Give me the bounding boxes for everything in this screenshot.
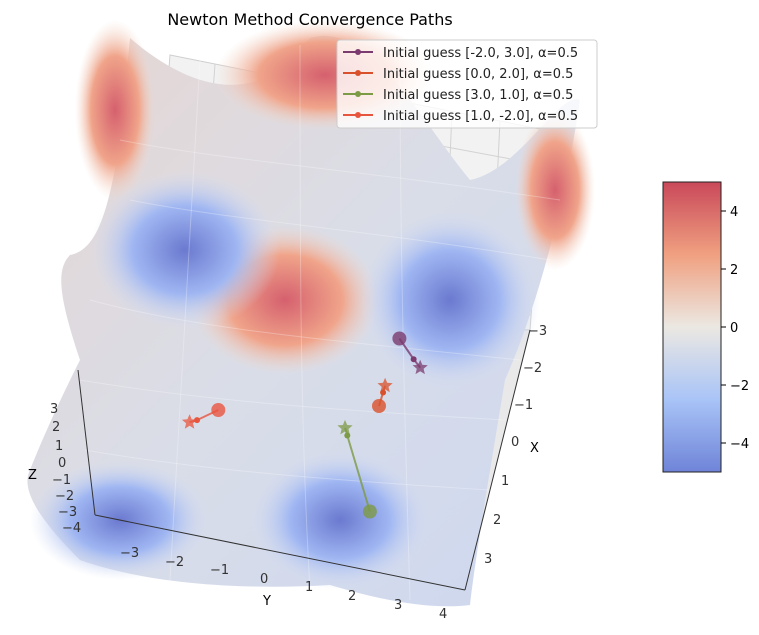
colorbar-bar: [662, 181, 722, 473]
path-end-star: [181, 414, 198, 429]
path-start-point: [362, 504, 377, 519]
x-axis-label: X: [530, 441, 539, 456]
z-tick-label: 2: [52, 420, 60, 435]
convergence-paths: [181, 331, 428, 519]
z-tick-labels: 3 2 1 0 −1 −2 −3 −4: [50, 402, 81, 536]
y-tick-label: 2: [348, 589, 356, 604]
valley-upper-right: [360, 210, 540, 390]
chart-title: Newton Method Convergence Paths: [167, 10, 452, 29]
x-tick-labels: −3 −2 −1 0 1 2 3: [484, 324, 547, 567]
peak-left: [75, 20, 155, 200]
x-tick-label: −2: [523, 361, 542, 376]
y-tick-label: −3: [120, 546, 139, 561]
y-tick-labels: −3 −2 −1 0 1 2 3 4: [120, 546, 447, 622]
path-start-point: [392, 331, 407, 346]
path-end-star: [377, 377, 393, 393]
surface: [27, 20, 595, 607]
valley-upper-left: [90, 170, 280, 330]
z-axis-label: Z: [28, 468, 37, 483]
colorbar-tick-label: −2: [730, 379, 749, 394]
legend-marker: [355, 91, 361, 97]
valley-lower-center: [250, 450, 430, 590]
x-tick-label: −3: [528, 324, 547, 339]
x-tick-label: 1: [501, 474, 509, 489]
colorbar-tick-label: 2: [730, 263, 738, 278]
z-tick-label: −1: [52, 473, 71, 488]
x-tick-label: 2: [493, 513, 501, 528]
y-tick-label: 4: [439, 607, 447, 622]
y-tick-label: 0: [260, 572, 268, 587]
z-tick-label: −2: [55, 489, 74, 504]
y-axis-label: Y: [262, 594, 271, 609]
colorbar-tick-label: −4: [730, 437, 749, 452]
x-tick-label: 3: [484, 552, 492, 567]
x-tick-label: 0: [511, 435, 519, 450]
z-tick-label: −4: [62, 521, 81, 536]
x-tick-label: −1: [514, 398, 533, 413]
legend-marker: [355, 112, 361, 118]
y-tick-label: −2: [165, 555, 184, 570]
colorbar: 4 2 0 −2 −4: [662, 181, 749, 473]
colorbar-tick-label: 4: [730, 205, 738, 220]
z-axis: [77, 369, 96, 516]
path-point: [194, 417, 201, 424]
legend-marker: [355, 49, 361, 55]
path-point: [344, 432, 351, 439]
z-tick-label: 0: [58, 456, 66, 471]
y-axis: [94, 514, 466, 591]
legend-entry: Initial guess [0.0, 2.0], α=0.5: [383, 67, 573, 82]
z-tick-label: −3: [58, 505, 77, 520]
legend-entry: Initial guess [1.0, -2.0], α=0.5: [383, 109, 578, 124]
legend-entry: Initial guess [-2.0, 3.0], α=0.5: [383, 46, 578, 61]
colorbar-tick-label: 0: [730, 321, 738, 336]
legend-marker: [355, 70, 361, 76]
x-axis: [464, 329, 531, 591]
z-tick-label: 3: [50, 402, 58, 417]
y-tick-label: 3: [394, 598, 402, 613]
path-point: [410, 356, 417, 363]
y-tick-label: 1: [305, 580, 313, 595]
legend-entry: Initial guess [3.0, 1.0], α=0.5: [383, 88, 573, 103]
path-end-star: [412, 359, 428, 375]
y-tick-label: −1: [210, 563, 229, 578]
peak-right: [515, 110, 595, 270]
path-end-star: [337, 419, 353, 435]
path-start-point: [372, 399, 386, 413]
path-start-point: [211, 403, 226, 417]
surface-mesh: [79, 44, 561, 601]
z-tick-label: 1: [55, 439, 63, 454]
legend-box: [336, 39, 598, 129]
legend: Initial guess [-2.0, 3.0], α=0.5 Initial …: [336, 39, 598, 129]
